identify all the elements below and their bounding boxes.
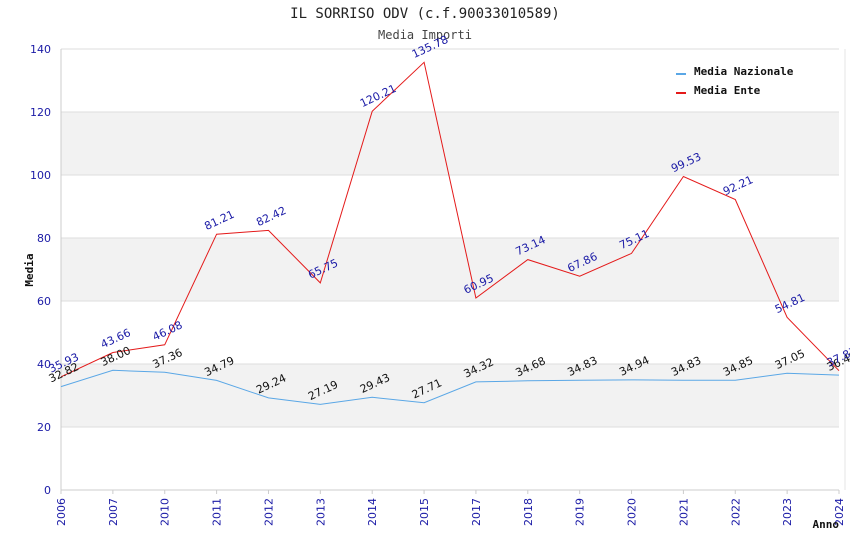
grid-band	[61, 112, 839, 175]
grid-lines	[61, 48, 839, 428]
x-tick-label: 2021	[677, 498, 690, 526]
data-label-media-ente: 92.21	[721, 173, 755, 198]
y-tick-label: 80	[37, 232, 51, 245]
x-axis-ticks: 2006 2007 2010 2011 2012 2013 2014 2015 2017 2018…	[55, 490, 846, 526]
axes	[60, 49, 846, 491]
legend-label-media-nazionale: Media Nazionale	[694, 65, 794, 78]
y-tick-label: 20	[37, 421, 51, 434]
x-tick-label: 2018	[522, 498, 535, 526]
series-line-media-ente	[60, 61, 840, 378]
grid-bands	[61, 112, 839, 427]
y-axis-title: Media	[23, 253, 36, 286]
x-tick-label: 2019	[574, 498, 587, 526]
y-tick-label: 100	[30, 169, 51, 182]
chart-title: IL SORRISO ODV (c.f.90033010589)	[290, 6, 560, 22]
x-tick-label: 2006	[55, 498, 68, 526]
x-tick-label: 2022	[729, 498, 742, 526]
x-tick-label: 2010	[159, 498, 172, 526]
series-lines	[60, 61, 840, 405]
y-tick-label: 140	[30, 43, 51, 56]
x-tick-label: 2013	[314, 498, 327, 526]
y-tick-label: 60	[37, 295, 51, 308]
y-tick-label: 40	[37, 358, 51, 371]
y-tick-label: 0	[44, 484, 51, 497]
x-tick-label: 2011	[211, 498, 224, 526]
y-axis-ticks: 0 20 40 60 80 100 120 140	[30, 43, 51, 497]
x-tick-label: 2014	[366, 498, 379, 526]
x-tick-label: 2007	[107, 498, 120, 526]
legend: Media Nazionale Media Ente	[676, 65, 794, 97]
x-tick-label: 2017	[470, 498, 483, 526]
grid-band	[61, 364, 839, 427]
x-axis-title: Anno	[813, 518, 840, 531]
grid-band	[61, 238, 839, 301]
data-label-media-ente: 82.42	[254, 204, 288, 229]
x-tick-label: 2024	[833, 498, 846, 526]
x-tick-label: 2020	[626, 498, 639, 526]
y-tick-label: 120	[30, 106, 51, 119]
x-tick-label: 2015	[418, 498, 431, 526]
chart-subtitle: Media Importi	[378, 28, 472, 42]
data-label-media-ente: 81.21	[202, 208, 236, 233]
series-line-media-nazionale	[60, 369, 840, 405]
x-tick-label: 2023	[781, 498, 794, 526]
x-tick-label: 2012	[262, 498, 275, 526]
legend-label-media-ente: Media Ente	[694, 84, 761, 97]
